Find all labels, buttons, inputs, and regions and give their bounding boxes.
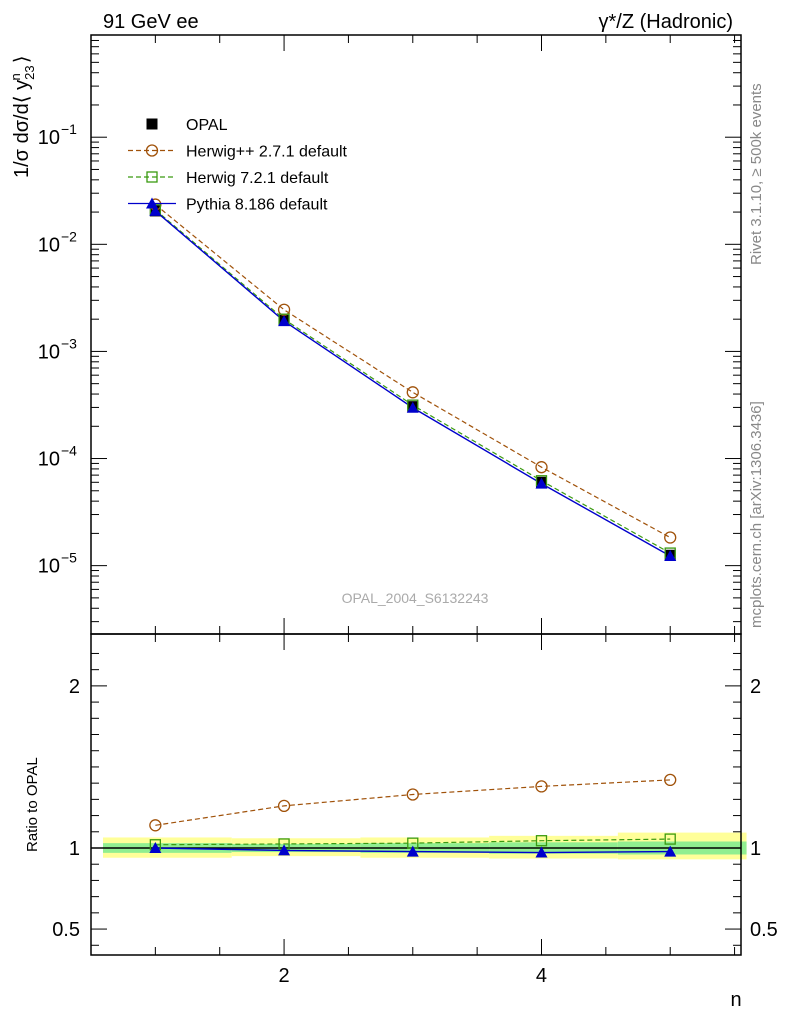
legend-label-2: Herwig++ 2.7.1 default	[186, 144, 348, 161]
ratio-point-herwig-7-2-1-default-4	[535, 835, 548, 847]
legend-marker-1	[146, 118, 158, 130]
ratio-frame	[90, 633, 742, 956]
y-tick-label-4: 10	[38, 234, 60, 256]
main-point-pythia-8-186-default-4	[535, 477, 548, 489]
main-line-herwig-7-2-1-default	[154, 209, 671, 554]
svg-text:1/σ dσ/d⟨ y23n⟩: 1/σ dσ/d⟨ y23n⟩	[8, 55, 37, 178]
main-point-pythia-8-186-default-3	[406, 401, 419, 413]
ratio-point-herwig-7-2-1-default-5	[664, 833, 676, 845]
ratio-point-pythia-8-186-default-1	[149, 842, 162, 853]
y-tick-exponent-5: −1	[61, 121, 77, 137]
main-point-herwig-2-7-1-default-4	[535, 461, 548, 474]
main-plot	[149, 198, 677, 562]
y-tick-label-1: 10	[38, 556, 60, 578]
ratio-y-tick-label-right-2: 2	[750, 676, 761, 698]
main-y-axis-label: 1/σ dσ/d⟨ y23n⟩	[8, 55, 37, 178]
process-label: γ*/Z (Hadronic)	[599, 11, 733, 33]
ratio-point-pythia-8-186-default-3	[406, 845, 419, 857]
analysis-watermark: OPAL_2004_S6132243	[342, 590, 489, 606]
main-point-herwig-2-7-1-default-3	[406, 386, 419, 399]
ratio-point-herwig-2-7-1-default-4	[535, 780, 548, 793]
ratio-plot	[149, 773, 677, 858]
rivet-label: Rivet 3.1.10, ≥ 500k events	[748, 83, 765, 265]
y-tick-label-5: 10	[38, 127, 60, 149]
legend: OPAL Herwig++ 2.7.1 default Herwig 7.2.1 d…	[128, 117, 348, 214]
ratio-line-herwig-2-7-1-default	[155, 779, 671, 826]
ratio-y-tick-label-left-1: 1	[69, 838, 80, 860]
x-tick-label-2: 2	[279, 965, 290, 987]
ratio-point-pythia-8-186-default-4	[535, 846, 548, 858]
ratio-y-axis-label: Ratio to OPAL	[24, 757, 41, 852]
ratio-uncertainty-bands	[91, 832, 747, 860]
energy-label: 91 GeV ee	[103, 11, 199, 33]
main-line-pythia-8-186-default	[154, 210, 671, 557]
legend-marker-3	[146, 171, 158, 183]
ratio-y-tick-label-left-0.5: 0.5	[52, 919, 80, 941]
x-tick-label-4: 4	[536, 965, 547, 987]
y-tick-exponent-1: −5	[61, 550, 77, 566]
main-line-herwig-2-7-1-default	[154, 204, 671, 539]
legend-marker-4	[146, 197, 158, 209]
legend-marker-2	[145, 144, 159, 157]
legend-label-4: Pythia 8.186 default	[186, 197, 328, 214]
ratio-y-tick-label-right-0.5: 0.5	[750, 919, 778, 941]
ratio-point-herwig-2-7-1-default-3	[406, 788, 419, 801]
ratio-point-pythia-8-186-default-2	[278, 844, 291, 856]
main-point-pythia-8-186-default-2	[278, 315, 291, 327]
main-point-pythia-8-186-default-1	[149, 204, 162, 216]
y-tick-label-2: 10	[38, 449, 60, 471]
main-point-pythia-8-186-default-5	[664, 550, 677, 562]
ratio-point-pythia-8-186-default-5	[664, 845, 677, 857]
ratio-y-tick-label-left-2: 2	[69, 676, 80, 698]
y-tick-exponent-3: −3	[61, 335, 77, 351]
plot-frames: 2 410−510−410−310−210 −10.5 0.51 12 2	[38, 34, 778, 987]
ratio-line-herwig-7-2-1-default	[155, 838, 671, 846]
y-tick-exponent-4: −2	[61, 228, 77, 244]
legend-label-3: Herwig 7.2.1 default	[186, 170, 329, 187]
ratio-point-herwig-2-7-1-default-2	[277, 799, 291, 812]
mcplots-label: mcplots.cern.ch [arXiv:1306.3436]	[748, 401, 765, 628]
legend-label-1: OPAL	[186, 117, 228, 134]
ratio-y-tick-label-right-1: 1	[750, 838, 761, 860]
y-tick-exponent-2: −4	[61, 443, 77, 459]
ratio-point-herwig-2-7-1-default-5	[664, 773, 677, 787]
main-point-herwig-2-7-1-default-5	[664, 531, 677, 544]
x-axis-label: n	[730, 989, 741, 1011]
ratio-point-herwig-2-7-1-default-1	[149, 819, 162, 832]
y-tick-label-3: 10	[38, 341, 60, 363]
